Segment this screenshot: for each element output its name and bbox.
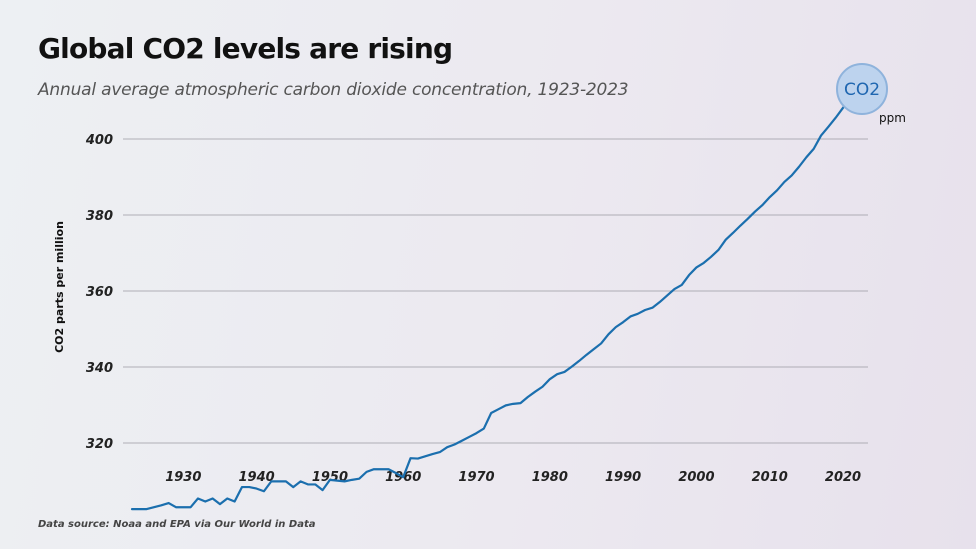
y-axis-ticks: 320 340 360 380 400 — [85, 133, 113, 452]
x-tick-label: 1940 — [239, 470, 275, 485]
co2-badge-label: CO2 — [844, 80, 880, 100]
x-tick-label: 1950 — [312, 470, 348, 485]
x-tick-label: 1970 — [458, 470, 494, 485]
x-axis-ticks: 1930 1940 1950 1960 1970 1980 1990 2000 2010 2020 — [165, 470, 861, 485]
x-tick-label: 1980 — [532, 470, 568, 485]
unit-label: ppm — [879, 111, 906, 125]
data-source-note: Data source: Noaa and EPA via Our World … — [38, 519, 316, 530]
x-tick-label: 1990 — [605, 470, 641, 485]
x-tick-label: 1930 — [165, 470, 201, 485]
co2-badge-circle — [836, 63, 888, 115]
y-tick-label: 360 — [86, 285, 113, 300]
co2-badge: CO2 — [836, 63, 888, 115]
chart-subtitle: Annual average atmospheric carbon dioxid… — [38, 80, 629, 100]
grid-lines — [123, 138, 868, 444]
y-tick-label: 380 — [86, 209, 113, 224]
chart-title: Global CO2 levels are rising — [38, 32, 453, 65]
co2-series-line — [130, 77, 867, 511]
x-tick-label: 2020 — [825, 470, 861, 485]
y-tick-label: 340 — [86, 361, 113, 376]
y-tick-label: 400 — [85, 133, 113, 148]
x-tick-label: 2010 — [752, 470, 788, 485]
y-axis-label: CO2 parts per million — [53, 221, 66, 353]
x-tick-label: 2000 — [678, 470, 714, 485]
y-tick-label: 320 — [86, 437, 113, 452]
